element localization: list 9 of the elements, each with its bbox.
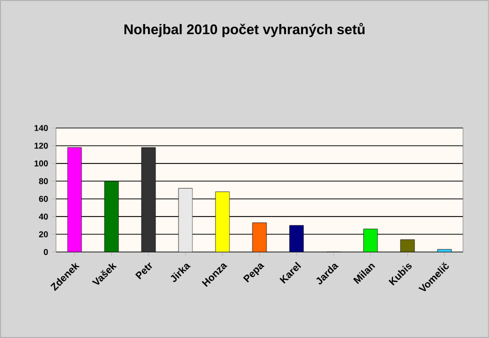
y-tick-label: 120 — [34, 142, 48, 149]
chart-title: Nohejbal 2010 počet vyhraných setů — [124, 22, 365, 38]
y-tick-label: 80 — [39, 178, 48, 184]
y-tick-label: 100 — [34, 160, 48, 166]
y-tick-label: 60 — [39, 196, 48, 202]
y-tick-label: 140 — [34, 125, 48, 132]
y-tick-label: 0 — [44, 249, 48, 256]
y-tick-label: 40 — [38, 214, 48, 220]
y-tick-label: 20 — [39, 231, 48, 238]
